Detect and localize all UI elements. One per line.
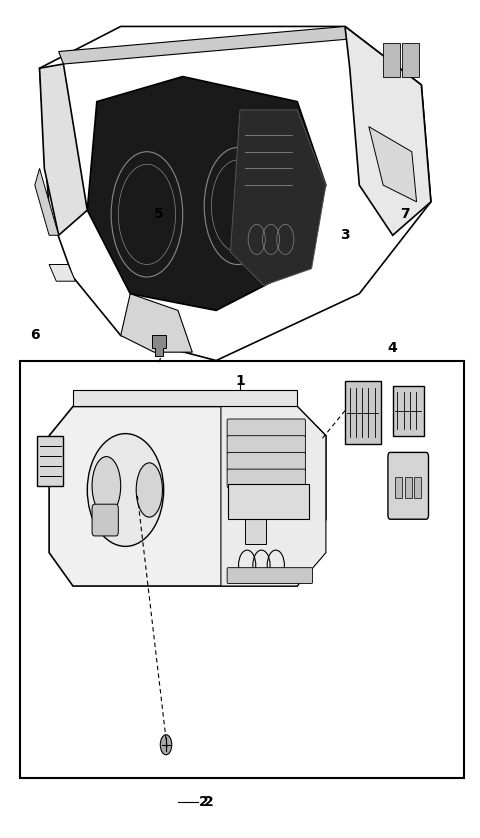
Polygon shape [152, 335, 166, 356]
Text: 1: 1 [235, 375, 245, 389]
Polygon shape [37, 436, 63, 486]
Bar [414, 478, 421, 499]
Polygon shape [49, 406, 326, 586]
Polygon shape [49, 265, 75, 282]
FancyBboxPatch shape [227, 453, 305, 471]
Polygon shape [39, 64, 87, 235]
Polygon shape [345, 27, 431, 235]
Polygon shape [402, 43, 419, 76]
FancyBboxPatch shape [227, 469, 305, 488]
Polygon shape [369, 127, 417, 202]
Circle shape [160, 735, 172, 755]
Text: 3: 3 [340, 228, 350, 242]
Text: 2: 2 [199, 794, 209, 809]
Ellipse shape [87, 433, 164, 546]
Text: 6: 6 [30, 328, 40, 343]
Polygon shape [120, 293, 192, 352]
FancyBboxPatch shape [227, 419, 305, 437]
Polygon shape [230, 110, 326, 286]
Polygon shape [221, 406, 326, 586]
Bar [395, 478, 402, 499]
Ellipse shape [136, 463, 162, 517]
FancyBboxPatch shape [388, 453, 429, 520]
FancyBboxPatch shape [227, 567, 312, 583]
Polygon shape [345, 381, 381, 444]
Polygon shape [393, 385, 424, 436]
FancyBboxPatch shape [92, 504, 118, 536]
Polygon shape [73, 390, 297, 406]
Ellipse shape [92, 457, 120, 515]
Bar [21, 360, 464, 779]
FancyBboxPatch shape [227, 436, 305, 454]
Bar [405, 478, 412, 499]
Polygon shape [383, 43, 400, 76]
Text: 4: 4 [388, 341, 397, 355]
Polygon shape [59, 27, 350, 64]
Polygon shape [35, 168, 59, 235]
Text: 7: 7 [400, 207, 409, 221]
Polygon shape [87, 76, 326, 310]
Text: 2: 2 [204, 794, 214, 809]
Bar [245, 507, 266, 545]
Bar [228, 484, 309, 520]
Text: 5: 5 [154, 207, 164, 221]
